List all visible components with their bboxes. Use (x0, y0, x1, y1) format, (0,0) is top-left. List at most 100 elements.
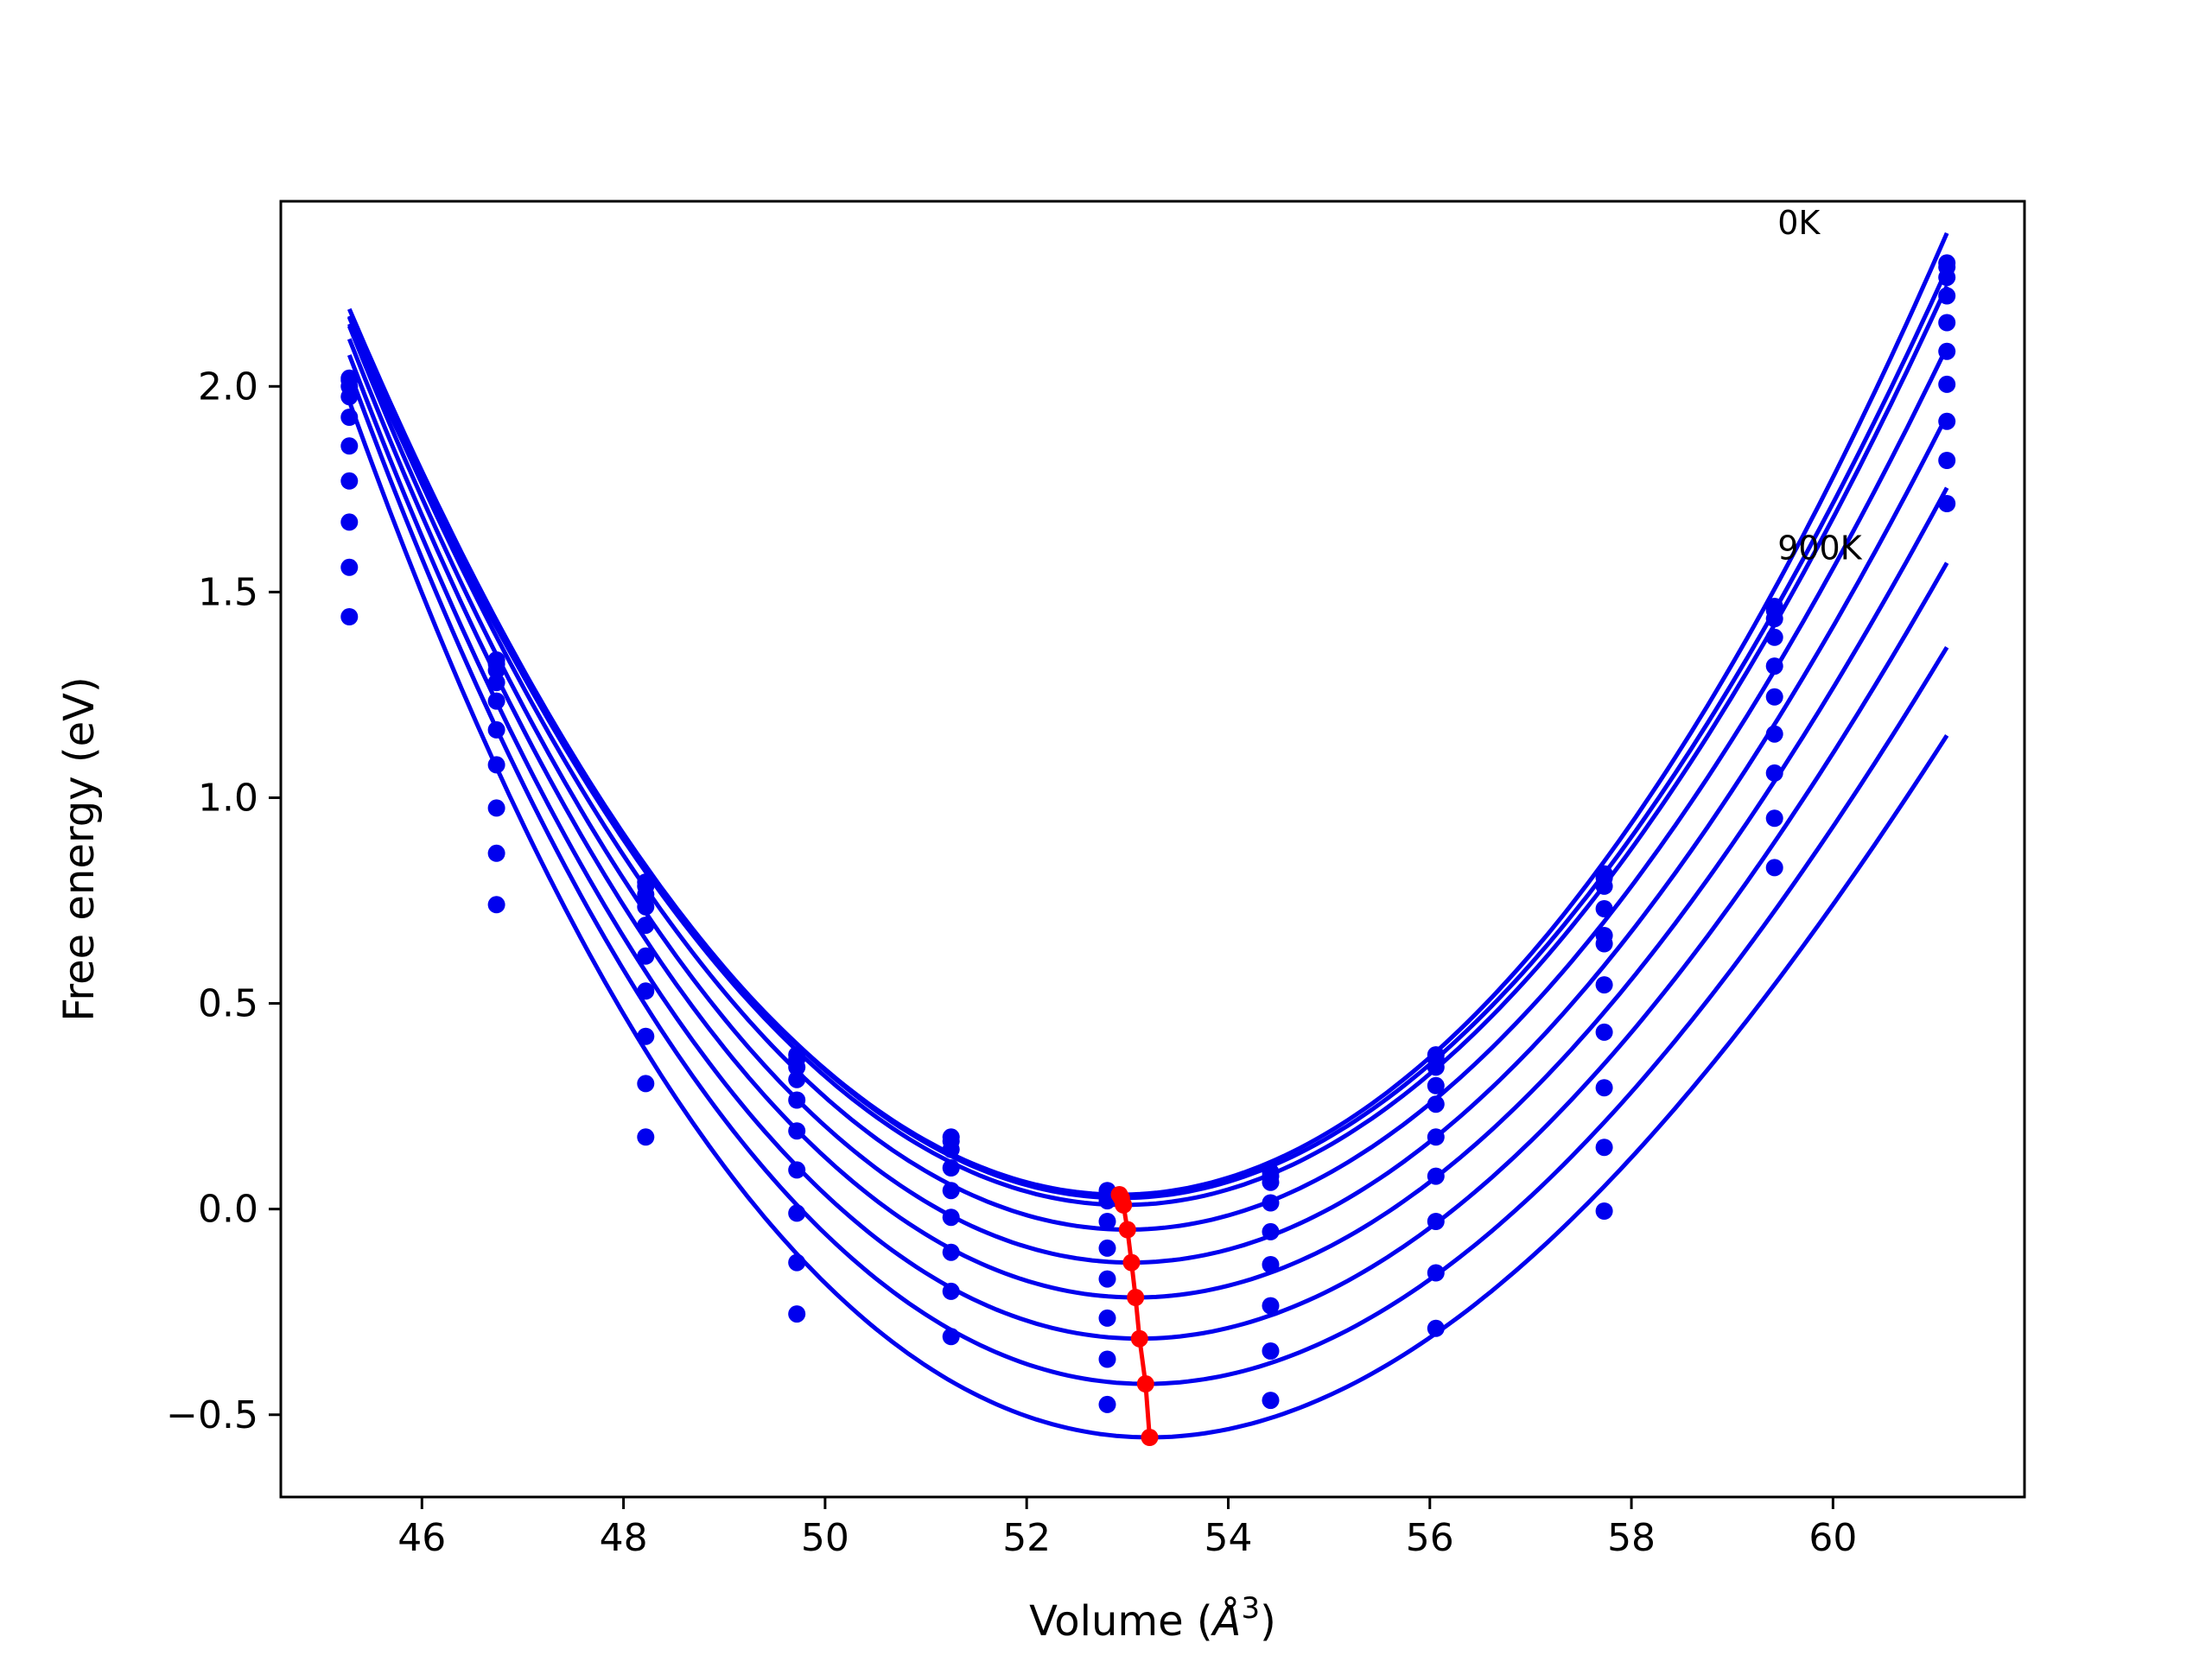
minima-path (1110, 1186, 1159, 1446)
minimum-point (1115, 1196, 1133, 1214)
x-tick-label: 52 (1002, 1516, 1051, 1560)
minimum-point (1118, 1221, 1136, 1239)
data-point (1262, 1297, 1280, 1315)
minimum-point (1130, 1329, 1148, 1348)
minimum-point (1141, 1429, 1159, 1446)
x-tick-label: 58 (1607, 1516, 1656, 1560)
data-point (637, 885, 655, 904)
data-point (1427, 1076, 1445, 1094)
fit-curve-0 (347, 232, 1949, 1197)
data-point (637, 898, 655, 916)
data-point (1262, 1342, 1280, 1360)
x-tick-label: 60 (1808, 1516, 1857, 1560)
data-point (942, 1208, 960, 1227)
data-point (487, 720, 505, 739)
data-point (1427, 1213, 1445, 1230)
data-point (1765, 688, 1783, 706)
curve-annotation: 0K (1777, 204, 1821, 242)
data-point (637, 1027, 655, 1045)
x-tick-label: 50 (801, 1516, 849, 1560)
data-point (788, 1161, 806, 1179)
data-point (1938, 452, 1956, 469)
data-point (340, 513, 359, 531)
x-axis-label: Volume (Å3) (1029, 1591, 1276, 1646)
data-point (1262, 1194, 1280, 1212)
data-point (1595, 1139, 1613, 1157)
data-point (1262, 1173, 1280, 1191)
data-point (788, 1070, 806, 1088)
data-point (1595, 1079, 1613, 1097)
data-point (1938, 314, 1956, 332)
data-point (340, 558, 359, 576)
data-point (1427, 1167, 1445, 1185)
x-tick-label: 54 (1204, 1516, 1252, 1560)
data-point (942, 1243, 960, 1261)
data-point (1765, 628, 1783, 646)
data-point (1765, 725, 1783, 743)
data-point (1595, 1023, 1613, 1041)
data-point (637, 1128, 655, 1146)
data-point (487, 799, 505, 817)
data-point (637, 982, 655, 1000)
data-point (1262, 1256, 1280, 1273)
x-axis-label-close: ) (1260, 1597, 1276, 1646)
annotations: 0K 900K (1777, 204, 1863, 567)
fit-curve-2 (347, 285, 1949, 1208)
fit-curve-3 (346, 316, 1949, 1233)
data-point (487, 844, 505, 862)
data-point (788, 1253, 806, 1272)
data-point (1765, 809, 1783, 828)
data-point (340, 472, 359, 490)
data-point (1595, 1202, 1613, 1220)
x-tick-label: 48 (600, 1516, 648, 1560)
data-point (1427, 1128, 1445, 1146)
data-points (340, 254, 1956, 1413)
x-axis-label-symbol: Å (1211, 1596, 1242, 1646)
data-point (1938, 495, 1956, 512)
data-point (788, 1122, 806, 1140)
data-point (1427, 1319, 1445, 1337)
data-point (1595, 900, 1613, 917)
data-point (487, 896, 505, 914)
data-point (1765, 610, 1783, 628)
data-point (1098, 1350, 1116, 1368)
data-point (1098, 1239, 1116, 1257)
x-axis-label-exponent: 3 (1241, 1591, 1260, 1626)
data-point (637, 947, 655, 965)
data-point (788, 1091, 806, 1109)
minimum-point (1136, 1375, 1154, 1392)
fit-curve-5 (346, 338, 1949, 1300)
y-tick-label: 0.5 (198, 982, 258, 1026)
data-point (1262, 1392, 1280, 1410)
data-point (788, 1058, 806, 1076)
data-point (1595, 976, 1613, 994)
data-point (1938, 287, 1956, 305)
data-point (487, 661, 505, 679)
x-tick-label: 56 (1406, 1516, 1454, 1560)
data-point (637, 917, 655, 935)
data-point (942, 1282, 960, 1300)
data-point (1765, 859, 1783, 877)
fit-curve-8 (346, 400, 1949, 1440)
data-point (942, 1182, 960, 1200)
data-point (1098, 1213, 1116, 1230)
y-tick-label: −0.5 (166, 1393, 258, 1437)
x-tick-label: 46 (397, 1516, 446, 1560)
data-point (340, 388, 359, 406)
data-point (1262, 1222, 1280, 1240)
x-axis-ticks: 46 48 50 52 54 56 58 60 (397, 1497, 1857, 1560)
fit-curve-1 (347, 268, 1949, 1201)
y-tick-label: 1.0 (198, 776, 258, 820)
minimum-point (1127, 1289, 1145, 1306)
data-point (1098, 1309, 1116, 1327)
data-point (942, 1328, 960, 1346)
curve-annotation: 900K (1777, 529, 1863, 567)
fit-curve-6 (346, 354, 1949, 1342)
data-point (1595, 935, 1613, 953)
y-axis-ticks: −0.5 0.0 0.5 1.0 1.5 2.0 (166, 365, 281, 1437)
data-point (1427, 1264, 1445, 1282)
minimum-point (1122, 1253, 1141, 1272)
y-tick-label: 2.0 (198, 365, 258, 409)
data-point (1098, 1270, 1116, 1288)
